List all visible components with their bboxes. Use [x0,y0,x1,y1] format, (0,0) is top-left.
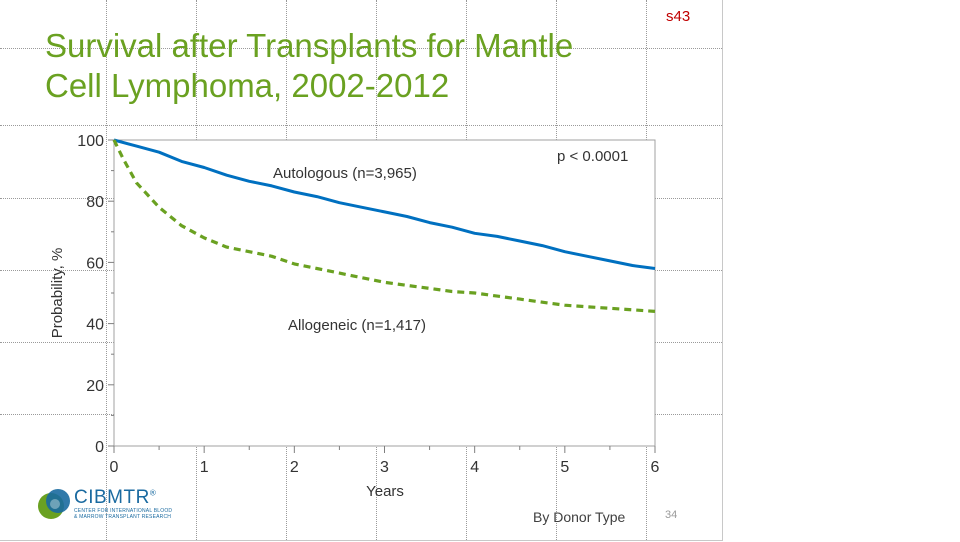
slide-title: Survival after Transplants for Mantle Ce… [45,26,665,106]
chart-series [112,138,656,313]
y-tick-label: 80 [86,194,104,211]
x-axis-label: Years [366,483,404,500]
logo-wordmark: CIBMTR® [74,487,157,508]
x-tick-label: 6 [651,459,660,476]
x-tick-label: 4 [470,459,479,476]
x-tick-label: 1 [200,459,209,476]
slide-title-line-1: Survival after Transplants for Mantle [45,27,574,64]
page-number: 34 [665,509,678,521]
series-line-autologous [113,138,656,270]
slide-title-line-2: Cell Lymphoma, 2002-2012 [45,67,450,104]
y-tick-label: 60 [86,255,104,272]
series-label-autologous: Autologous (n=3,965) [273,165,417,182]
cibmtr-logo: CIBMTR® CENTER FOR INTERNATIONAL BLOOD &… [36,484,186,524]
guide-line [0,48,722,49]
y-tick-label: 20 [86,378,104,395]
footer-note: By Donor Type [533,509,626,525]
slide: s43 Survival after Transplants for Mantl… [0,0,723,541]
plot-frame [113,139,656,447]
logo-subtitle: CENTER FOR INTERNATIONAL BLOOD & MARROW … [74,508,173,520]
x-tick-label: 3 [380,459,389,476]
y-axis-label: Probability, % [49,248,66,339]
annotation-p-value: p < 0.0001 [557,148,628,165]
slide-code: s43 [666,8,691,25]
x-tick-label: 0 [110,459,119,476]
x-tick-label: 5 [560,459,569,476]
y-tick-label: 40 [86,317,104,334]
y-tick-label: 0 [95,439,104,456]
x-tick-label: 2 [290,459,299,476]
y-tick-label: 100 [77,133,104,150]
cibmtr-logo-mark [38,489,70,519]
series-label-allogeneic: Allogeneic (n=1,417) [288,317,426,334]
guide-line [0,125,722,126]
